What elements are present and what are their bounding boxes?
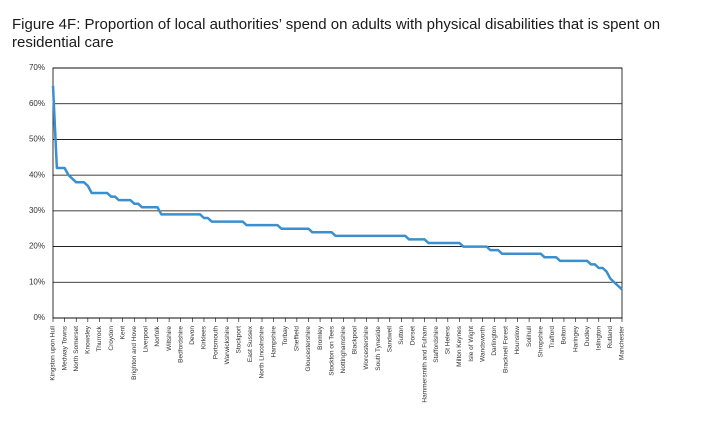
x-tick-label: Blackpool (352, 325, 359, 354)
y-tick-label: 20% (29, 242, 45, 251)
data-line (51, 85, 623, 291)
y-tick-label: 60% (29, 99, 45, 108)
y-tick-label: 70% (29, 63, 45, 72)
x-tick-label: Dorset (410, 326, 417, 345)
x-tick-label: Portsmouth (212, 326, 219, 360)
x-tick-label: Staffordshire (433, 326, 440, 363)
x-tick-label: Liverpool (143, 325, 150, 352)
x-tick-label: Darlington (491, 326, 498, 356)
y-tick-label: 40% (29, 170, 45, 179)
x-tick-label: East Sussex (247, 325, 254, 362)
x-tick-label: Torbay (282, 325, 289, 345)
x-tick-label: St Helens (445, 325, 452, 354)
x-tick-label: Hampshire (270, 326, 277, 358)
x-tick-label: Thurrock (96, 325, 103, 351)
x-tick-label: Kirklees (201, 325, 208, 349)
x-tick-label: Bracknell Forest (503, 326, 510, 373)
x-tick-label: Gloucestershire (305, 326, 312, 372)
x-tick-label: Stockton on Tees (328, 325, 335, 375)
plot-border (52, 67, 623, 319)
x-tick-label: Sheffield (294, 326, 301, 352)
x-tick-label: Nottinghamshire (340, 326, 347, 374)
x-tick-label: Bromley (317, 325, 324, 350)
x-tick-label: Milton Keynes (456, 325, 463, 367)
x-tick-label: Trafford (549, 326, 556, 349)
x-tick-label: Kingston upon Hull (50, 325, 57, 380)
x-tick-label: Islington (595, 326, 602, 351)
y-tick-label: 10% (29, 277, 45, 286)
x-tick-label: Norfolk (154, 325, 161, 346)
x-tick-label: Manchester (619, 325, 626, 360)
x-tick-label: Brighton and Hove (131, 326, 138, 380)
x-tick-label: Hounslow (514, 326, 521, 355)
x-tick-label: Shropshire (537, 326, 544, 358)
x-tick-label: Solihull (526, 325, 533, 347)
x-tick-label: North Lincolnshire (259, 326, 266, 379)
x-tick-label: Croydon (108, 326, 115, 351)
x-tick-label: Worcestershire (363, 326, 370, 370)
x-tick-label: Stockport (236, 326, 243, 354)
x-tick-label: Knowsley (85, 325, 92, 354)
x-tick-label: Medway Towns (61, 325, 68, 370)
x-tick-label: Devon (189, 326, 196, 345)
x-tick-label: Wandsworth (479, 326, 486, 362)
y-tick-label: 30% (29, 206, 45, 215)
x-tick-label: Sandwell (386, 325, 393, 352)
y-tick-label: 0% (33, 313, 45, 322)
x-tick-label: South Tyneside (375, 326, 382, 371)
y-tick-label: 50% (29, 135, 45, 144)
chart-title: Figure 4F: Proportion of local authoriti… (12, 16, 661, 51)
x-tick-label: Kent (119, 326, 126, 340)
x-tick-label: Rutland (607, 326, 614, 349)
x-tick-label: Warwickshire (224, 326, 231, 365)
x-tick-label: Hammersmith and Fulham (421, 326, 428, 403)
x-tick-label: Isle of Wight (468, 326, 475, 362)
x-tick-label: Wiltshire (166, 326, 173, 351)
x-tick-label: Haringey (572, 325, 579, 352)
x-tick-label: Sutton (398, 326, 405, 345)
x-tick-label: Dudley (584, 325, 591, 346)
x-tick-label: Bedfordshire (177, 326, 184, 363)
x-tick-label: Bolton (561, 326, 568, 345)
x-tick-label: North Somerset (73, 326, 80, 372)
